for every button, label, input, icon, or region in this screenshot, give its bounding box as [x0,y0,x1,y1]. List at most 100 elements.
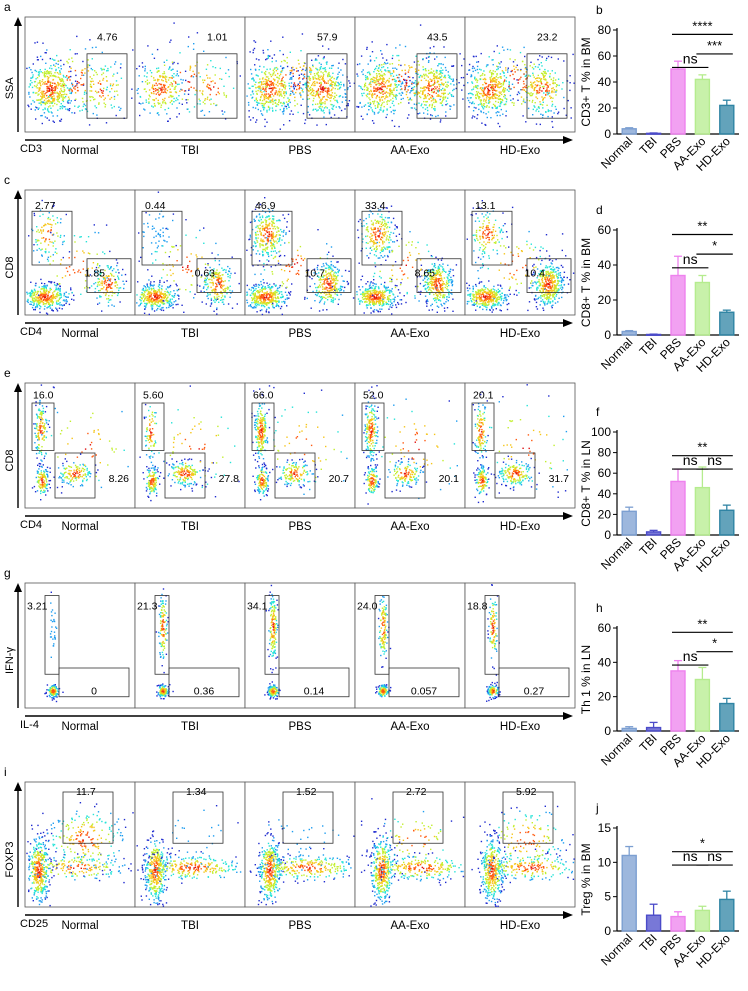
flow-event [441,103,442,104]
flow-event [70,76,71,77]
flow-event [440,96,441,97]
flow-event [56,86,57,87]
flow-event [215,67,216,68]
flow-event [42,286,43,287]
flow-event [539,69,540,70]
flow-event [467,97,468,98]
flow-event [274,71,275,72]
flow-event [367,76,368,77]
flow-event [301,74,302,75]
flow-event [170,285,171,286]
flow-event [396,55,397,56]
flow-event [328,97,329,98]
flow-event [547,82,548,83]
flow-event [481,106,482,107]
flow-event [101,74,102,75]
flow-event [126,281,127,282]
flow-event [539,88,540,89]
flow-event [288,101,289,102]
flow-event [44,298,45,299]
flow-event [496,76,497,77]
flow-event [81,236,82,237]
flow-event [84,68,85,69]
flow-event [372,79,373,80]
flow-event [324,107,325,108]
flow-event [272,104,273,105]
flow-event [37,296,38,297]
flow-event [389,63,390,64]
flow-event [367,72,368,73]
flow-event [114,282,115,283]
flow-event [475,70,476,71]
flow-event [154,103,155,104]
flow-event [147,72,148,73]
flow-event [308,106,309,107]
flow-event [432,115,433,116]
flow-event [546,87,547,88]
flow-event [490,70,491,71]
flow-event [551,88,552,89]
flow-event [281,95,282,96]
flow-event [216,313,217,314]
y-tick-label: 40 [598,75,612,89]
flow-event [211,252,212,253]
flow-event [314,75,315,76]
flow-event [384,106,385,107]
flow-event [106,89,107,90]
flow-event [332,87,333,88]
flow-event [504,75,505,76]
flow-event [52,79,53,80]
flow-event [569,75,570,76]
flow-event [494,51,495,52]
flow-event [49,90,50,91]
flow-event [376,75,377,76]
flow-event [383,78,384,79]
flow-event [149,293,150,294]
flow-event [179,91,180,92]
flow-event [342,59,343,60]
flow-event [453,84,454,85]
flow-event [411,83,412,84]
flow-event [510,49,511,50]
flow-event [290,93,291,94]
flow-event [317,93,318,94]
flow-event [546,60,547,61]
flow-event [295,92,296,93]
flow-event [153,93,154,94]
flow-event [30,80,31,81]
flow-event [178,84,179,85]
flow-event [301,70,302,71]
flow-event [308,90,309,91]
flow-event [163,297,164,298]
flow-event [361,88,362,89]
flow-event [412,77,413,78]
flow-event [182,270,183,271]
flow-event [543,78,544,79]
flow-event [320,87,321,88]
flow-event [262,115,263,116]
flow-event [486,64,487,65]
flow-event [174,295,175,296]
flow-event [440,119,441,120]
flow-event [445,77,446,78]
flow-panel-hd-exo: 23.2HD-Exo [465,17,575,157]
flow-event [296,89,297,90]
flow-event [54,60,55,61]
flow-event [143,247,144,248]
flow-event [160,309,161,310]
flow-event [273,70,274,71]
flow-event [111,291,112,292]
flow-event [365,75,366,76]
flow-event [275,88,276,89]
flow-event [156,83,157,84]
flow-event [303,113,304,114]
flow-event [475,85,476,86]
flow-event [142,103,143,104]
flow-event [60,72,61,73]
flow-event [377,101,378,102]
flow-event [408,71,409,72]
flow-event [147,300,148,301]
flow-event [381,71,382,72]
flow-event [162,263,163,264]
flow-event [342,74,343,75]
